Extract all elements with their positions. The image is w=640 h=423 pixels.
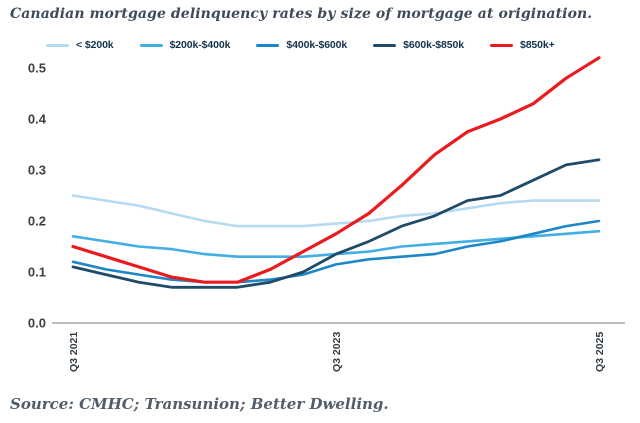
legend-label: $400k-$600k xyxy=(286,39,348,51)
legend-item-400k-600k: $400k-$600k xyxy=(256,39,347,51)
x-tick-label: Q3 2025 xyxy=(594,332,606,372)
y-tick-label: 0.5 xyxy=(28,61,46,76)
y-tick-label: 0.1 xyxy=(28,265,46,280)
legend-swatch-icon xyxy=(46,43,69,47)
series-line-400k-600k xyxy=(71,219,601,284)
legend-item-200k: < $200k xyxy=(46,39,114,51)
x-tick-label: Q3 2023 xyxy=(331,332,343,372)
legend-swatch-icon xyxy=(256,43,280,47)
legend: < $200k $200k-$400k $400k-$600k $600k-$850k… xyxy=(46,39,555,51)
legend-swatch-icon xyxy=(489,43,513,47)
x-tick-label: Q3 2021 xyxy=(68,332,80,372)
y-tick-label: 0.4 xyxy=(28,112,47,127)
legend-item-600k-850k: $600k-$850k xyxy=(373,39,464,51)
series-line-600k-850k xyxy=(71,158,601,289)
series-line-850k xyxy=(71,56,601,284)
legend-item-200k-400k: $200k-$400k xyxy=(139,39,231,51)
legend-label: $850k+ xyxy=(519,39,555,51)
legend-swatch-icon xyxy=(373,43,397,47)
y-tick-label: 0.2 xyxy=(28,214,46,229)
legend-item-850k: $850k+ xyxy=(489,39,555,51)
y-tick-label: 0.3 xyxy=(28,163,46,178)
legend-label: < $200k xyxy=(76,39,114,51)
y-tick-label: 0.0 xyxy=(28,316,46,331)
source-note: Source: CMHC; Transunion; Better Dwellin… xyxy=(10,395,389,413)
series-line-200k xyxy=(71,194,601,228)
legend-label: $200k-$400k xyxy=(169,39,231,51)
legend-swatch-icon xyxy=(139,43,163,47)
chart-title: Canadian mortgage delinquency rates by s… xyxy=(10,6,593,22)
legend-label: $600k-$850k xyxy=(403,39,464,51)
